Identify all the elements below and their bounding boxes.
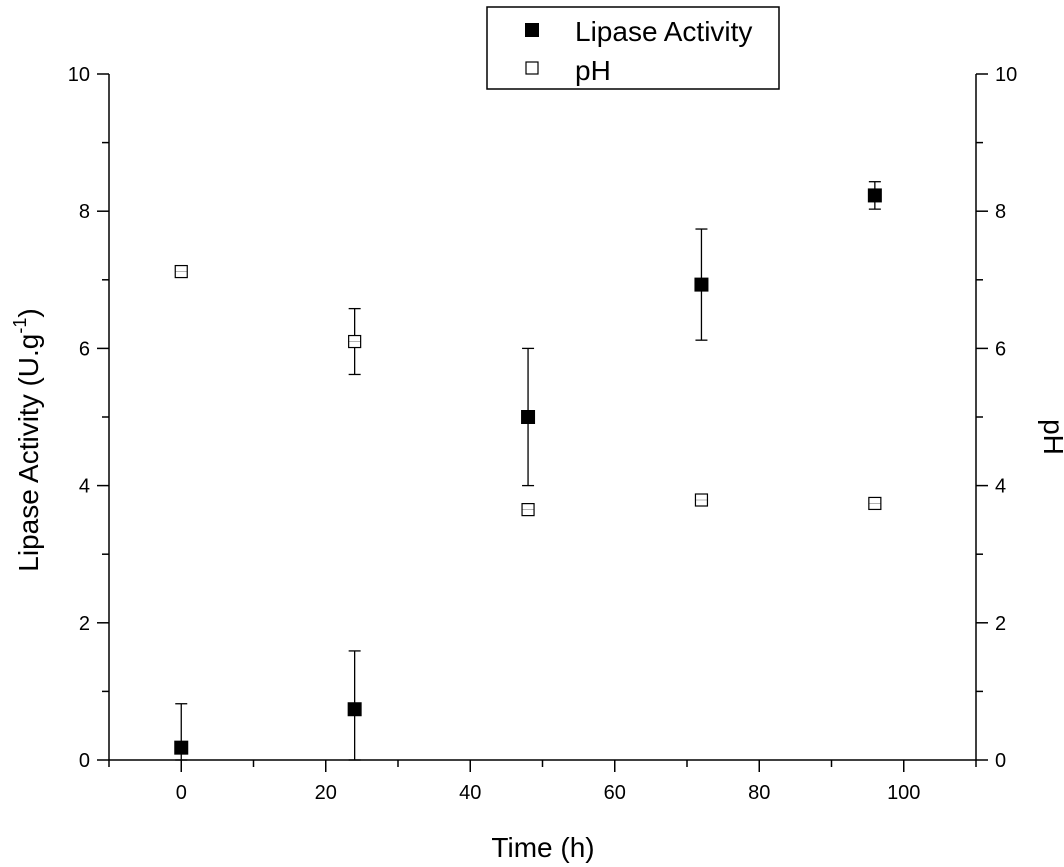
y-tick-label: 2 xyxy=(79,613,90,635)
x-tick-label: 0 xyxy=(176,782,187,804)
x-axis-title: Time (h) xyxy=(491,832,594,863)
legend-box xyxy=(486,6,780,90)
y-tick-label: 8 xyxy=(79,201,90,223)
plot-frame xyxy=(108,74,977,761)
x-tick-label: 40 xyxy=(459,782,481,804)
x-tick-label: 80 xyxy=(748,782,770,804)
y2-tick-label: 8 xyxy=(995,201,1006,223)
point-lipase xyxy=(521,410,536,424)
y-tick-label: 10 xyxy=(68,64,90,86)
point-lipase xyxy=(174,740,189,755)
y2-tick-label: 6 xyxy=(995,338,1006,360)
y2-axis-title: pH xyxy=(1038,419,1064,455)
y-axis-left: 0 2 4 6 8 10 xyxy=(68,64,109,772)
y-tick-label: 6 xyxy=(79,338,90,360)
y-axis-title-superscript: -1 xyxy=(10,318,30,334)
legend-marker-lipase xyxy=(525,23,539,37)
legend: Lipase Activity pH xyxy=(486,6,780,90)
data-marks xyxy=(174,181,882,761)
y2-tick-label: 2 xyxy=(995,613,1006,635)
x-tick-label: 100 xyxy=(887,782,920,804)
y-axis-title: Lipase Activity (U.g-1) xyxy=(10,308,44,571)
x-axis: 0 20 40 60 80 100 xyxy=(108,760,977,804)
y-axis-title-close: ) xyxy=(13,308,44,317)
y-tick-label: 0 xyxy=(79,750,90,772)
y-axis-right: 0 2 4 6 8 10 xyxy=(976,64,1017,772)
legend-label-ph: pH xyxy=(575,55,611,86)
y-axis-title-main: Lipase Activity (U.g xyxy=(13,334,44,572)
point-lipase xyxy=(347,702,362,717)
legend-label-lipase: Lipase Activity xyxy=(575,16,752,47)
x-tick-label: 20 xyxy=(315,782,337,804)
y2-tick-label: 4 xyxy=(995,476,1006,498)
legend-marker-ph xyxy=(525,61,539,75)
y-tick-label: 4 xyxy=(79,476,90,498)
point-lipase xyxy=(694,277,709,292)
point-lipase xyxy=(867,188,882,203)
x-tick-label: 60 xyxy=(604,782,626,804)
y2-tick-label: 0 xyxy=(995,750,1006,772)
y2-tick-label: 10 xyxy=(995,64,1017,86)
